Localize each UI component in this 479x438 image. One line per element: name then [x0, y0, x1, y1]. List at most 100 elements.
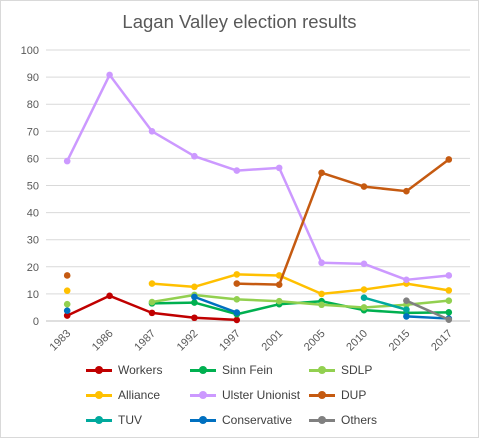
- data-point-dup: [233, 280, 241, 287]
- data-point-alliance: [63, 287, 71, 294]
- data-point-tuv: [360, 294, 368, 301]
- x-tick-label: 2017: [429, 328, 455, 354]
- x-tick-label: 1983: [48, 328, 74, 354]
- data-point-workers: [63, 312, 71, 319]
- data-point-dup: [445, 156, 453, 163]
- legend-item-workers: Workers: [86, 363, 162, 377]
- data-point-dup: [275, 281, 283, 288]
- legend-item-sdlp: SDLP: [309, 363, 372, 377]
- series-line-dup: [235, 158, 451, 286]
- data-point-conservative: [403, 313, 410, 320]
- y-tick-label: 40: [27, 208, 39, 220]
- data-point-alliance: [445, 287, 453, 294]
- legend-label: Workers: [118, 363, 163, 377]
- data-point-others: [403, 297, 410, 304]
- data-point-ulster-unionist: [233, 167, 241, 174]
- legend-label: Others: [341, 413, 378, 427]
- legend-label: Alliance: [118, 388, 161, 402]
- legend-label: SDLP: [341, 363, 373, 377]
- legend-swatch: [190, 366, 216, 374]
- x-tick-label: 1992: [175, 328, 201, 354]
- data-point-ulster-unionist: [63, 157, 71, 165]
- series-line-conservative: [405, 315, 451, 320]
- y-tick-label: 90: [27, 72, 39, 84]
- legend-item-alliance: Alliance: [86, 388, 160, 402]
- legend-swatch: [309, 416, 335, 424]
- data-point-sinn-fein: [445, 309, 453, 316]
- x-tick-label: 2010: [344, 328, 370, 354]
- legend-item-sinn-fein: Sinn Fein: [190, 363, 273, 377]
- data-point-sdlp: [148, 298, 156, 306]
- y-tick-label: 20: [27, 262, 39, 274]
- data-point-alliance: [148, 280, 156, 287]
- data-point-tuv: [403, 306, 410, 313]
- data-point-ulster-unionist: [191, 152, 198, 160]
- series-line-conservative: [193, 295, 239, 314]
- data-point-dup: [360, 183, 368, 190]
- data-point-alliance: [191, 283, 198, 291]
- legend-swatch: [86, 391, 112, 399]
- data-point-conservative: [233, 309, 241, 316]
- legend-label: Sinn Fein: [222, 363, 273, 377]
- legend-item-conservative: Conservative: [190, 413, 292, 427]
- y-tick-label: 0: [33, 316, 39, 328]
- legend-swatch: [309, 391, 335, 399]
- y-tick-label: 50: [27, 181, 39, 193]
- data-point-ulster-unionist: [403, 276, 410, 284]
- legend-item-ulster-unionist: Ulster Unionist: [190, 388, 300, 402]
- data-point-ulster-unionist: [318, 259, 325, 267]
- data-point-ulster-unionist: [275, 164, 283, 172]
- data-point-workers: [148, 309, 156, 317]
- data-point-ulster-unionist: [360, 260, 368, 268]
- x-tick-label: 1986: [90, 328, 116, 354]
- data-point-sdlp: [275, 297, 283, 305]
- data-point-workers: [191, 314, 198, 322]
- data-point-others: [445, 316, 453, 323]
- data-point-alliance: [318, 290, 325, 298]
- y-tick-label: 100: [21, 45, 39, 57]
- legend-swatch: [190, 416, 216, 424]
- legend-label: DUP: [341, 388, 367, 402]
- x-tick-label: 2005: [302, 328, 328, 354]
- legend-label: TUV: [118, 413, 142, 427]
- y-tick-label: 10: [27, 289, 39, 301]
- data-point-sdlp: [445, 297, 453, 304]
- series-line-others: [405, 299, 451, 321]
- x-tick-label: 2015: [387, 328, 413, 354]
- legend-item-others: Others: [309, 413, 377, 427]
- legend-swatch: [86, 416, 112, 424]
- data-point-sdlp: [360, 304, 368, 311]
- legend-item-tuv: TUV: [86, 413, 142, 427]
- legend-swatch: [309, 366, 335, 374]
- data-point-sdlp: [233, 296, 241, 303]
- data-point-conservative: [63, 307, 71, 315]
- data-point-dup: [318, 169, 325, 177]
- data-point-alliance: [360, 286, 368, 293]
- chart-title: Lagan Valley election results: [122, 11, 357, 32]
- data-point-ulster-unionist: [445, 272, 453, 279]
- x-tick-label: 1987: [132, 328, 158, 354]
- data-point-workers: [233, 316, 241, 324]
- y-tick-label: 80: [27, 99, 39, 111]
- legend-swatch: [190, 391, 216, 399]
- legend-item-dup: DUP: [309, 388, 366, 402]
- data-point-dup: [63, 272, 71, 279]
- data-point-ulster-unionist: [106, 71, 113, 79]
- legend-label: Conservative: [222, 413, 293, 427]
- data-point-alliance: [233, 271, 241, 278]
- data-point-workers: [106, 292, 113, 300]
- x-tick-label: 1997: [217, 328, 243, 354]
- data-point-dup: [403, 187, 410, 195]
- legend-label: Ulster Unionist: [222, 388, 301, 402]
- data-point-ulster-unionist: [148, 128, 156, 135]
- y-tick-label: 30: [27, 235, 39, 247]
- series-line-tuv: [362, 296, 408, 311]
- data-point-sdlp: [318, 301, 325, 309]
- y-tick-label: 70: [27, 126, 39, 138]
- series-line-ulster-unionist: [65, 73, 451, 282]
- series-line-alliance: [150, 273, 451, 296]
- data-point-conservative: [191, 293, 198, 301]
- legend-swatch: [86, 366, 112, 374]
- y-tick-label: 60: [27, 153, 39, 165]
